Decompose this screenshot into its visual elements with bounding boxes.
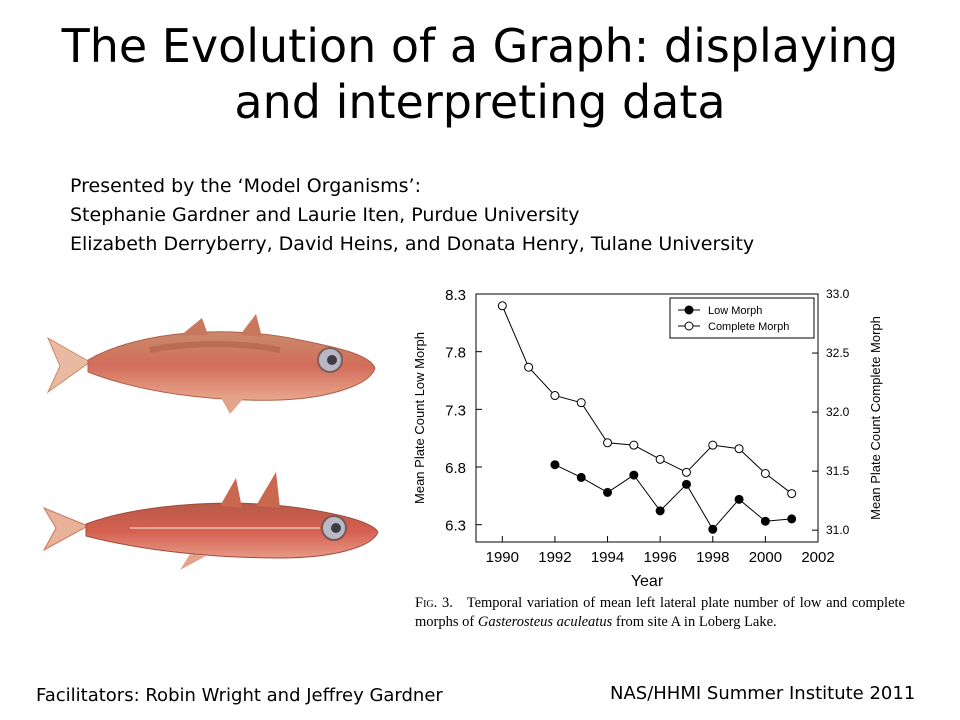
left-axis-label: Mean Plate Count Low Morph (412, 332, 427, 504)
complete-morph-point (708, 440, 718, 450)
caption-text-1: Temporal variation of mean left lateral … (415, 595, 905, 630)
right-axis-label: Mean Plate Count Complete Morph (868, 316, 883, 520)
right-tick-label: 32.5 (826, 346, 850, 360)
x-tick-label: 1994 (591, 549, 624, 566)
complete-morph-point (760, 469, 770, 479)
complete-morph-point (524, 362, 534, 372)
right-tick-label: 31.0 (826, 523, 850, 537)
caption-species: Gasterosteus aculeatus (477, 614, 613, 630)
legend-marker (684, 305, 694, 315)
complete-morph-point (576, 398, 586, 408)
title-line-1: The Evolution of a Graph: displaying (61, 19, 899, 73)
low-morph-point (787, 514, 797, 524)
complete-morph-point (655, 454, 665, 464)
complete-morph-point (603, 438, 613, 448)
complete-morph-point (734, 444, 744, 454)
series-layer (497, 301, 797, 534)
legend-marker (684, 321, 694, 331)
right-axis-ticks: 33.0 32.5 32.0 31.5 31.0 (812, 287, 850, 537)
complete-morph-point (681, 467, 691, 477)
x-tick-label: 1990 (486, 549, 519, 566)
low-morph-point (550, 460, 560, 470)
legend-label: Complete Morph (708, 321, 789, 333)
x-tick-label: 1992 (538, 549, 571, 566)
left-tick-label: 6.3 (445, 518, 466, 535)
stickleback-fish-image-bottom (42, 472, 379, 570)
legend-box (669, 297, 815, 339)
stickleback-fish-image-top (46, 314, 376, 414)
plate-count-chart: 8.3 7.8 7.3 6.8 6.3 33.0 32.5 32.0 31.5 31.0 199… (412, 287, 883, 590)
x-axis-ticks: 1990 1992 1994 1996 1998 2000 2002 (486, 536, 835, 566)
chart-legend: Low Morph Complete Morph (669, 297, 815, 339)
complete-morph-point (787, 489, 797, 499)
x-tick-label: 2000 (749, 549, 782, 566)
complete-morph-point (550, 391, 560, 401)
low-morph-point (655, 506, 665, 516)
caption-fig-label: Fig. 3. (415, 595, 453, 611)
plate-count-figure: 8.3 7.8 7.3 6.8 6.3 33.0 32.5 32.0 31.5 31.0 199… (398, 282, 908, 662)
title-line-2: and interpreting data (234, 75, 726, 129)
complete-morph-point (629, 440, 639, 450)
slide-title: The Evolution of a Graph: displaying and… (0, 18, 960, 130)
presenters-block: Presented by the ‘Model Organisms’: Step… (70, 172, 754, 259)
low-morph-point (760, 516, 770, 526)
figure-caption: Fig. 3. Temporal variation of mean left … (415, 594, 905, 632)
presented-by: Presented by the ‘Model Organisms’: (70, 175, 421, 197)
x-tick-label: 2002 (801, 549, 834, 566)
low-morph-point (629, 470, 639, 480)
low-morph-point (603, 487, 613, 497)
left-axis-ticks: 8.3 7.8 7.3 6.8 6.3 (445, 287, 482, 535)
caption-text-2: from site A in Loberg Lake. (612, 614, 777, 630)
series-line (554, 464, 792, 531)
low-morph-point (576, 472, 586, 482)
complete-morph-point (497, 301, 507, 311)
left-tick-label: 7.3 (445, 402, 466, 419)
plot-frame (475, 293, 819, 543)
low-morph-point (681, 479, 691, 489)
presenters-tulane: Elizabeth Derryberry, David Heins, and D… (70, 233, 755, 255)
low-morph-point (708, 524, 718, 534)
right-tick-label: 31.5 (826, 464, 850, 478)
presenters-purdue: Stephanie Gardner and Laurie Iten, Purdu… (70, 204, 580, 226)
institute-name: NAS/HHMI Summer Institute 2011 (610, 683, 916, 704)
x-axis-label: Year (631, 573, 664, 590)
left-tick-label: 7.8 (445, 345, 466, 362)
plot-border (475, 293, 819, 543)
low-morph-point (734, 494, 744, 504)
right-tick-label: 33.0 (826, 287, 850, 301)
left-tick-label: 8.3 (445, 287, 466, 304)
series-line (501, 305, 792, 494)
legend-label: Low Morph (708, 305, 762, 317)
right-tick-label: 32.0 (826, 405, 850, 419)
left-tick-label: 6.8 (445, 460, 466, 477)
x-tick-label: 1998 (696, 549, 729, 566)
facilitators: Facilitators: Robin Wright and Jeffrey G… (36, 685, 443, 706)
x-tick-label: 1996 (643, 549, 676, 566)
